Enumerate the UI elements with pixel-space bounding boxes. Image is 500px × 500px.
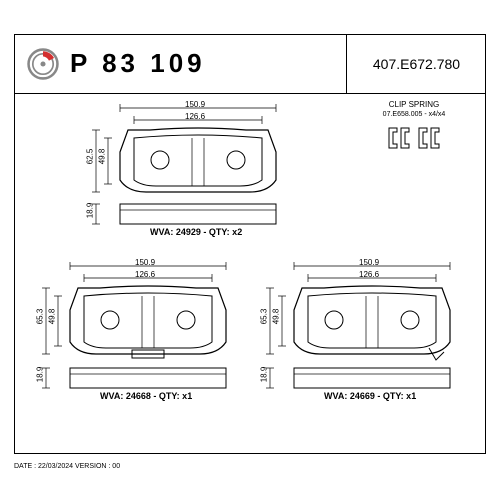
- footer-date: DATE : 22/03/2024 VERSION : 00: [14, 463, 120, 470]
- clip-icons: [350, 124, 478, 152]
- dim-height-outer: 62.5: [85, 149, 94, 165]
- clip-spring-box: CLIP SPRING 07.E658.005 - x4/x4: [350, 100, 478, 152]
- dim-thickness: 18.9: [259, 367, 268, 383]
- wva-label: WVA: 24669 - QTY: x1: [324, 391, 416, 401]
- wva-label: WVA: 24929 - QTY: x2: [150, 227, 242, 237]
- dim-width-outer: 150.9: [359, 258, 379, 267]
- dim-height-inner: 49.8: [47, 309, 56, 325]
- dim-width-outer: 150.9: [135, 258, 155, 267]
- dim-height-inner: 49.8: [271, 309, 280, 325]
- reference-number: 407.E672.780: [373, 56, 460, 72]
- dim-width-inner: 126.6: [185, 112, 205, 121]
- clip-icon: [417, 124, 441, 152]
- header-right: 407.E672.780: [346, 34, 486, 93]
- dim-width-inner: 126.6: [359, 270, 379, 279]
- dim-height-outer: 65.3: [35, 309, 44, 325]
- page: P 83 109 407.E672.780 CLIP SPRING 07.E65…: [0, 0, 500, 500]
- brembo-logo-icon: [26, 47, 60, 81]
- clip-icon: [387, 124, 411, 152]
- dim-width-inner: 126.6: [135, 270, 155, 279]
- wva-label: WVA: 24668 - QTY: x1: [100, 391, 192, 401]
- part-number: P 83 109: [70, 48, 206, 79]
- header: P 83 109 407.E672.780: [14, 34, 486, 94]
- header-left: P 83 109: [14, 34, 346, 93]
- dim-height-outer: 65.3: [259, 309, 268, 325]
- pad-bottom-left: 150.9 126.6 65.3 49.8 18.9 WVA: 24668 - …: [40, 260, 240, 405]
- dim-height-inner: 49.8: [97, 149, 106, 165]
- clip-spring-title: CLIP SPRING: [350, 100, 478, 109]
- pad-top-drawing: [90, 102, 290, 237]
- dim-thickness: 18.9: [85, 203, 94, 219]
- dim-width-outer: 150.9: [185, 100, 205, 109]
- dim-thickness: 18.9: [35, 367, 44, 383]
- clip-spring-code: 07.E658.005 - x4/x4: [350, 111, 478, 118]
- pad-br-drawing: [264, 260, 464, 405]
- pad-bottom-right: 150.9 126.6 65.3 49.8 18.9 WVA: 24669 - …: [264, 260, 464, 405]
- pad-top: 150.9 126.6 62.5 49.8 18.9 WVA: 24929 - …: [90, 102, 290, 237]
- pad-bl-drawing: [40, 260, 240, 405]
